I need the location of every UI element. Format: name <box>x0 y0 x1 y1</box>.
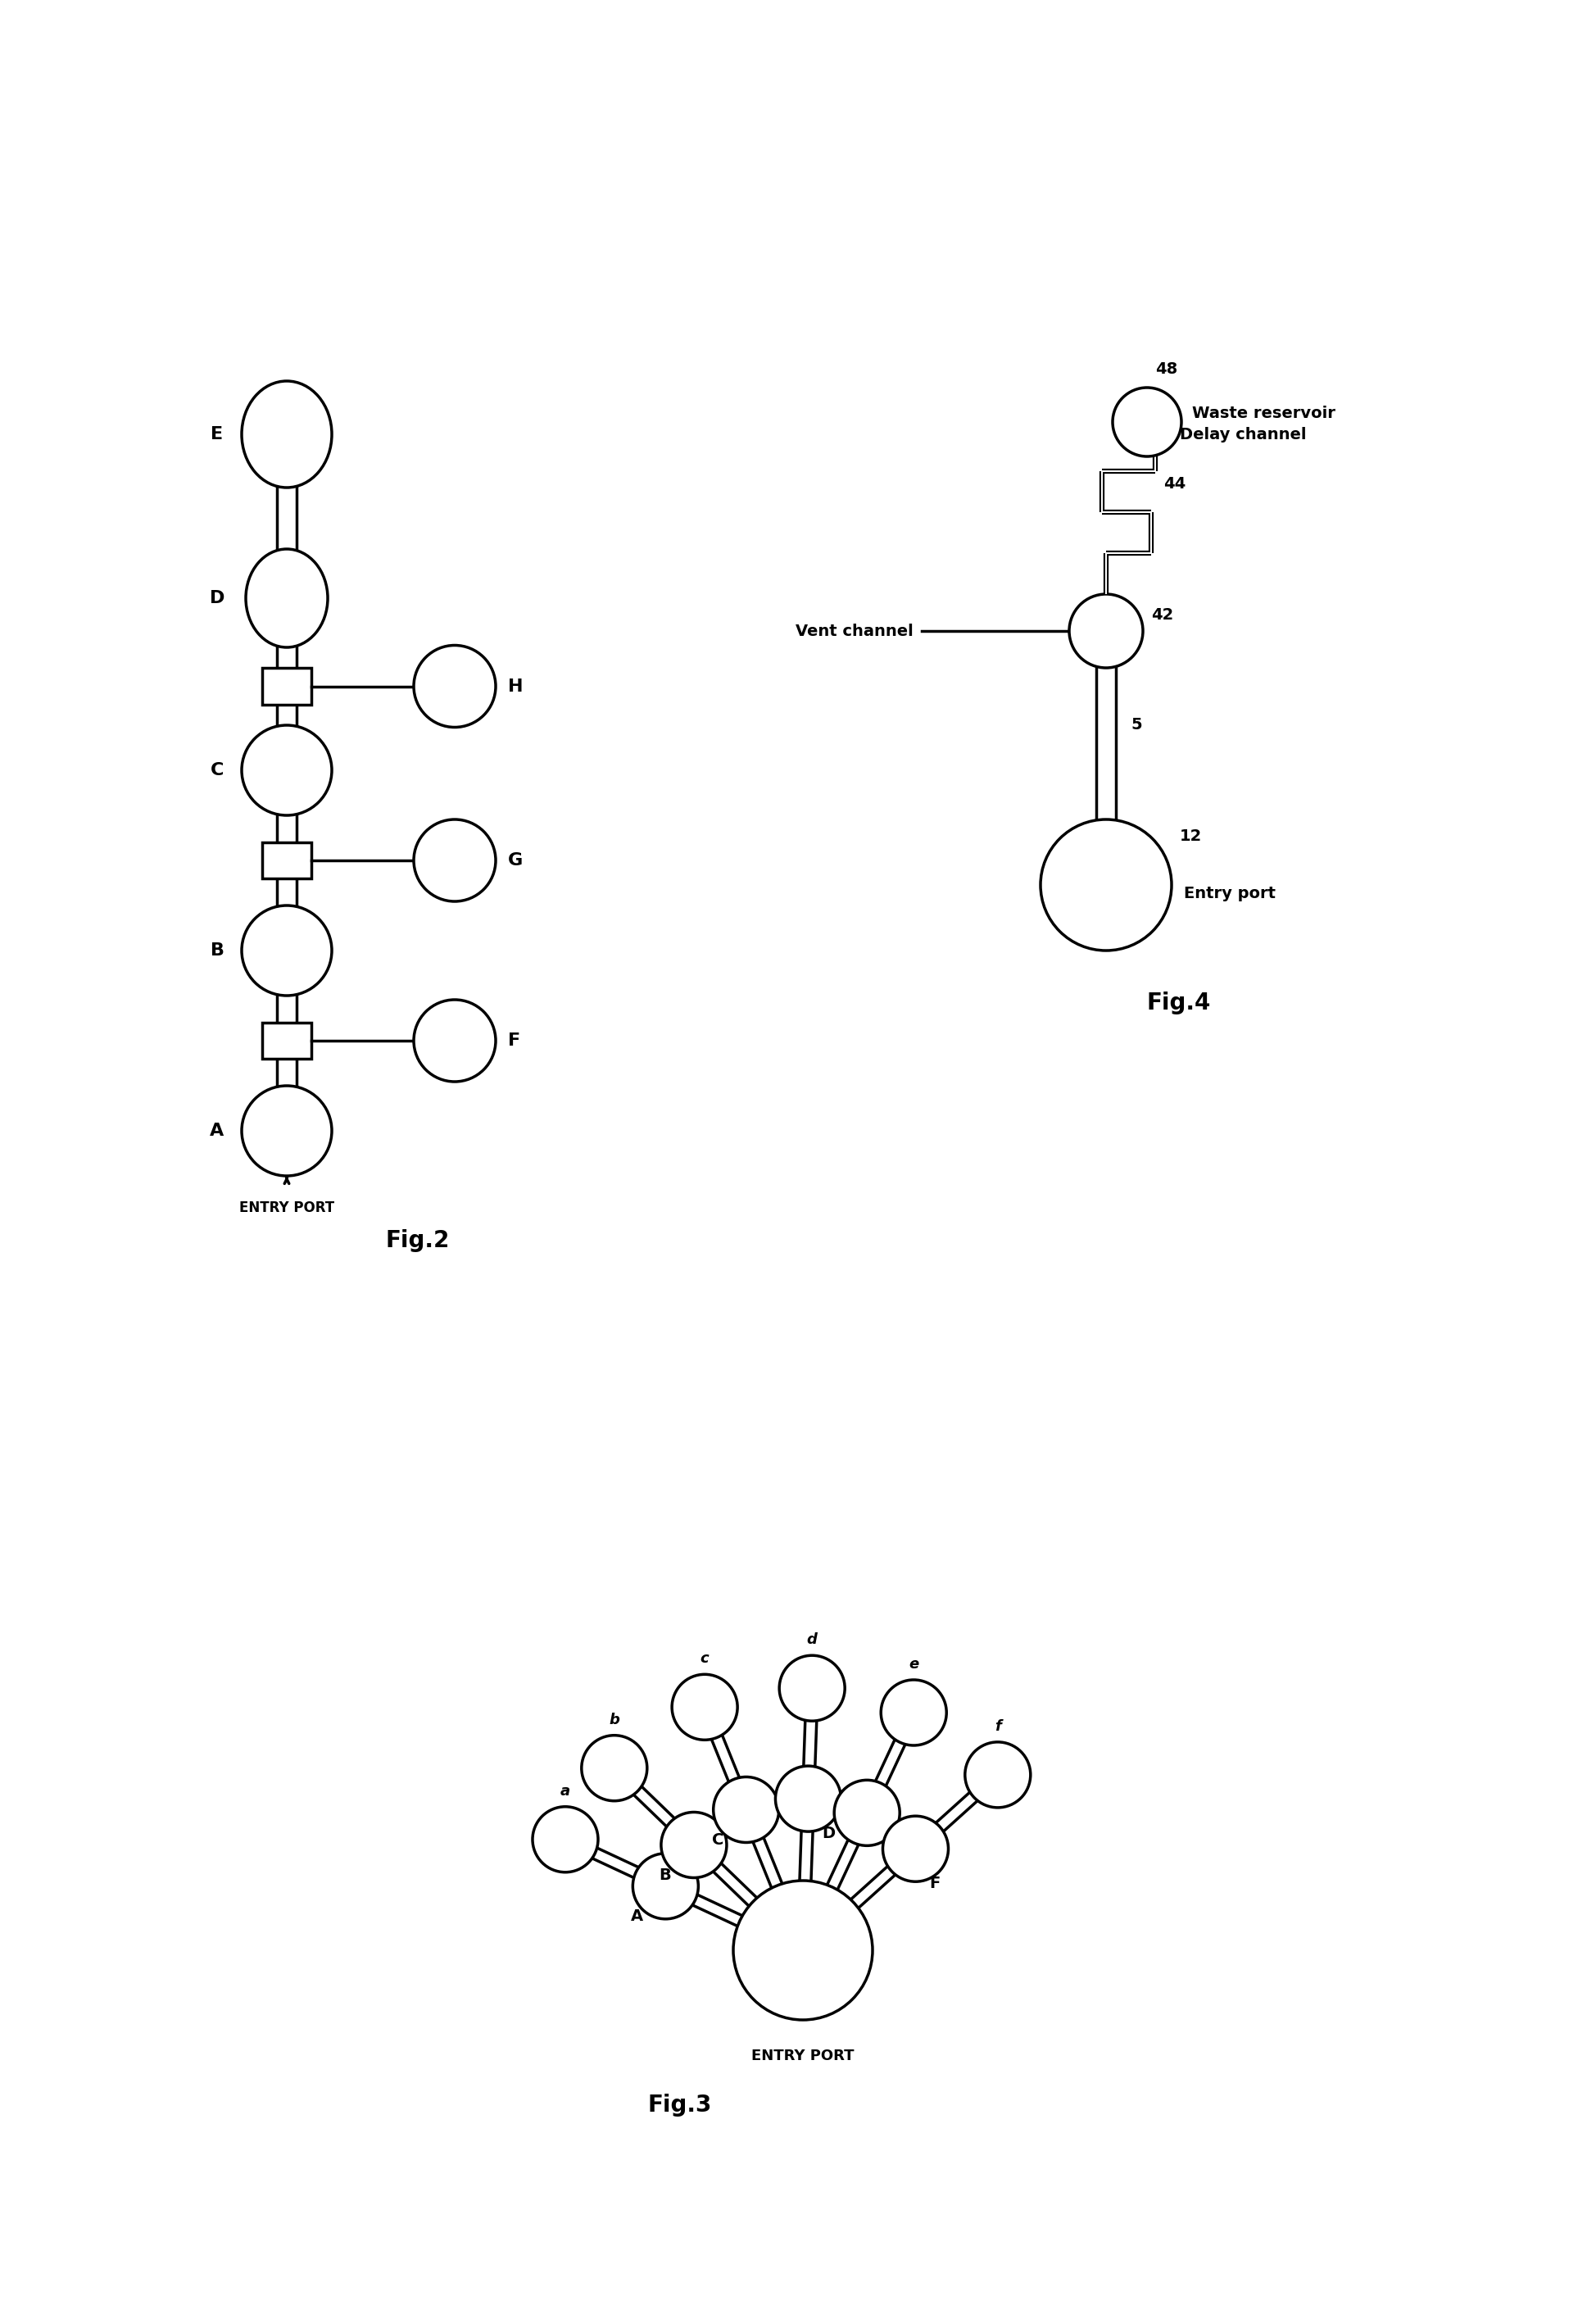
Text: C: C <box>712 1832 723 1848</box>
Circle shape <box>883 1816 948 1881</box>
Bar <box>262 842 311 879</box>
Text: Fig.2: Fig.2 <box>385 1229 450 1252</box>
Text: E: E <box>211 427 223 443</box>
Text: F: F <box>508 1032 520 1048</box>
Text: C: C <box>211 763 223 779</box>
Ellipse shape <box>241 380 332 487</box>
Text: H: H <box>508 677 523 693</box>
Circle shape <box>776 1767 841 1832</box>
Text: Fig.3: Fig.3 <box>648 2094 712 2117</box>
Text: Waste reservoir: Waste reservoir <box>1192 406 1336 422</box>
Text: E: E <box>881 1839 891 1855</box>
Bar <box>262 668 311 705</box>
Circle shape <box>632 1853 699 1918</box>
Text: f: f <box>994 1718 1001 1735</box>
Text: B: B <box>659 1867 672 1883</box>
Text: Vent channel: Vent channel <box>796 624 913 638</box>
Circle shape <box>713 1776 779 1844</box>
Text: ENTRY PORT: ENTRY PORT <box>239 1201 334 1215</box>
Text: d: d <box>808 1633 817 1646</box>
Text: F: F <box>929 1876 940 1892</box>
Text: 42: 42 <box>1151 608 1173 624</box>
Circle shape <box>779 1656 844 1721</box>
Ellipse shape <box>241 726 332 816</box>
Circle shape <box>733 1881 873 2020</box>
Ellipse shape <box>241 1085 332 1176</box>
Circle shape <box>1069 594 1143 668</box>
Text: ENTRY PORT: ENTRY PORT <box>752 2048 854 2064</box>
Text: Entry port: Entry port <box>1184 886 1275 902</box>
Circle shape <box>413 999 496 1081</box>
Circle shape <box>672 1674 737 1739</box>
Text: 5: 5 <box>1130 717 1141 733</box>
Text: D: D <box>209 589 225 605</box>
Circle shape <box>413 819 496 902</box>
Text: 12: 12 <box>1179 828 1202 844</box>
Text: 48: 48 <box>1156 362 1178 378</box>
Circle shape <box>1112 387 1181 457</box>
Text: A: A <box>630 1909 643 1925</box>
Text: B: B <box>211 942 223 958</box>
Text: A: A <box>211 1122 223 1139</box>
Text: D: D <box>822 1825 835 1841</box>
Circle shape <box>413 645 496 728</box>
Text: c: c <box>701 1651 709 1665</box>
Circle shape <box>1041 819 1171 951</box>
Text: Delay channel: Delay channel <box>1179 427 1307 443</box>
Circle shape <box>661 1811 726 1878</box>
Text: G: G <box>508 851 523 870</box>
Text: 44: 44 <box>1163 475 1186 492</box>
Ellipse shape <box>241 904 332 995</box>
Circle shape <box>966 1742 1031 1807</box>
Text: Fig.4: Fig.4 <box>1148 993 1211 1013</box>
Circle shape <box>533 1807 598 1871</box>
Text: e: e <box>908 1656 919 1672</box>
Circle shape <box>835 1781 900 1846</box>
Ellipse shape <box>246 550 327 647</box>
Text: b: b <box>610 1711 619 1728</box>
Circle shape <box>581 1735 646 1802</box>
Text: a: a <box>560 1783 570 1800</box>
Bar <box>262 1023 311 1060</box>
Circle shape <box>881 1679 946 1746</box>
